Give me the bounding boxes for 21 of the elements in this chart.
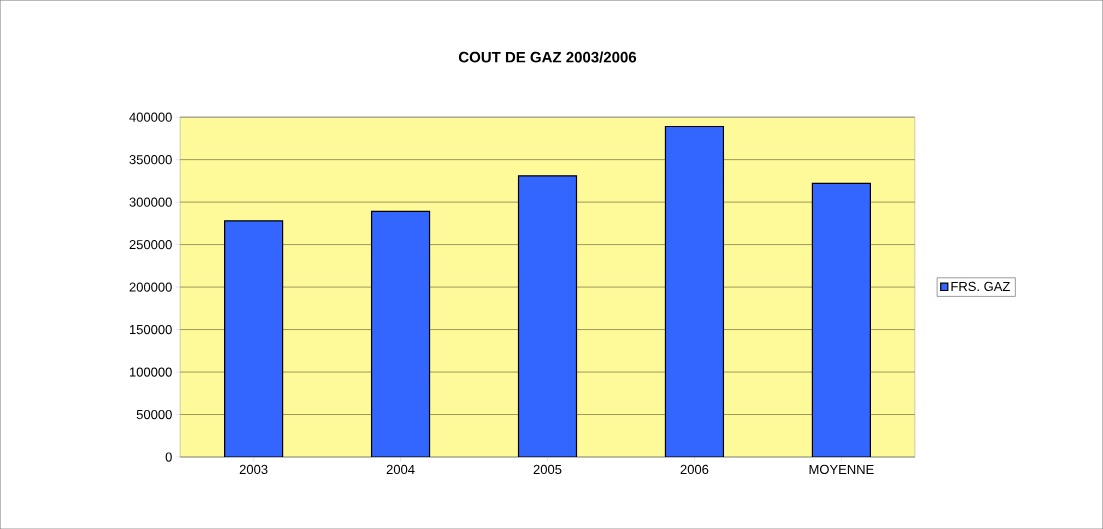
y-tick-label: 100000	[129, 367, 172, 377]
y-tick-label: 350000	[129, 154, 172, 165]
x-tick-label: 2004	[386, 464, 415, 474]
x-tick-label: 2005	[533, 464, 562, 474]
bar	[370, 210, 431, 457]
bar	[224, 220, 284, 457]
y-tick-label: 400000	[129, 112, 172, 122]
bar	[664, 125, 725, 457]
y-tick-label: 0	[165, 452, 172, 462]
y-tick-label: 250000	[129, 239, 172, 250]
bar	[517, 175, 578, 457]
bar	[811, 182, 871, 457]
legend-label: FRS. GAZ	[951, 281, 1010, 291]
y-tick-label: 300000	[129, 197, 172, 207]
y-tick-label: 200000	[129, 282, 172, 292]
x-tick-label: 2003	[239, 464, 268, 474]
y-tick-label: 50000	[136, 409, 172, 420]
chart-title: COUT DE GAZ 2003/2006	[458, 51, 637, 63]
x-tick-label: MOYENNE	[809, 464, 874, 474]
y-tick-label: 150000	[129, 324, 172, 335]
x-tick-label: 2006	[680, 464, 709, 474]
